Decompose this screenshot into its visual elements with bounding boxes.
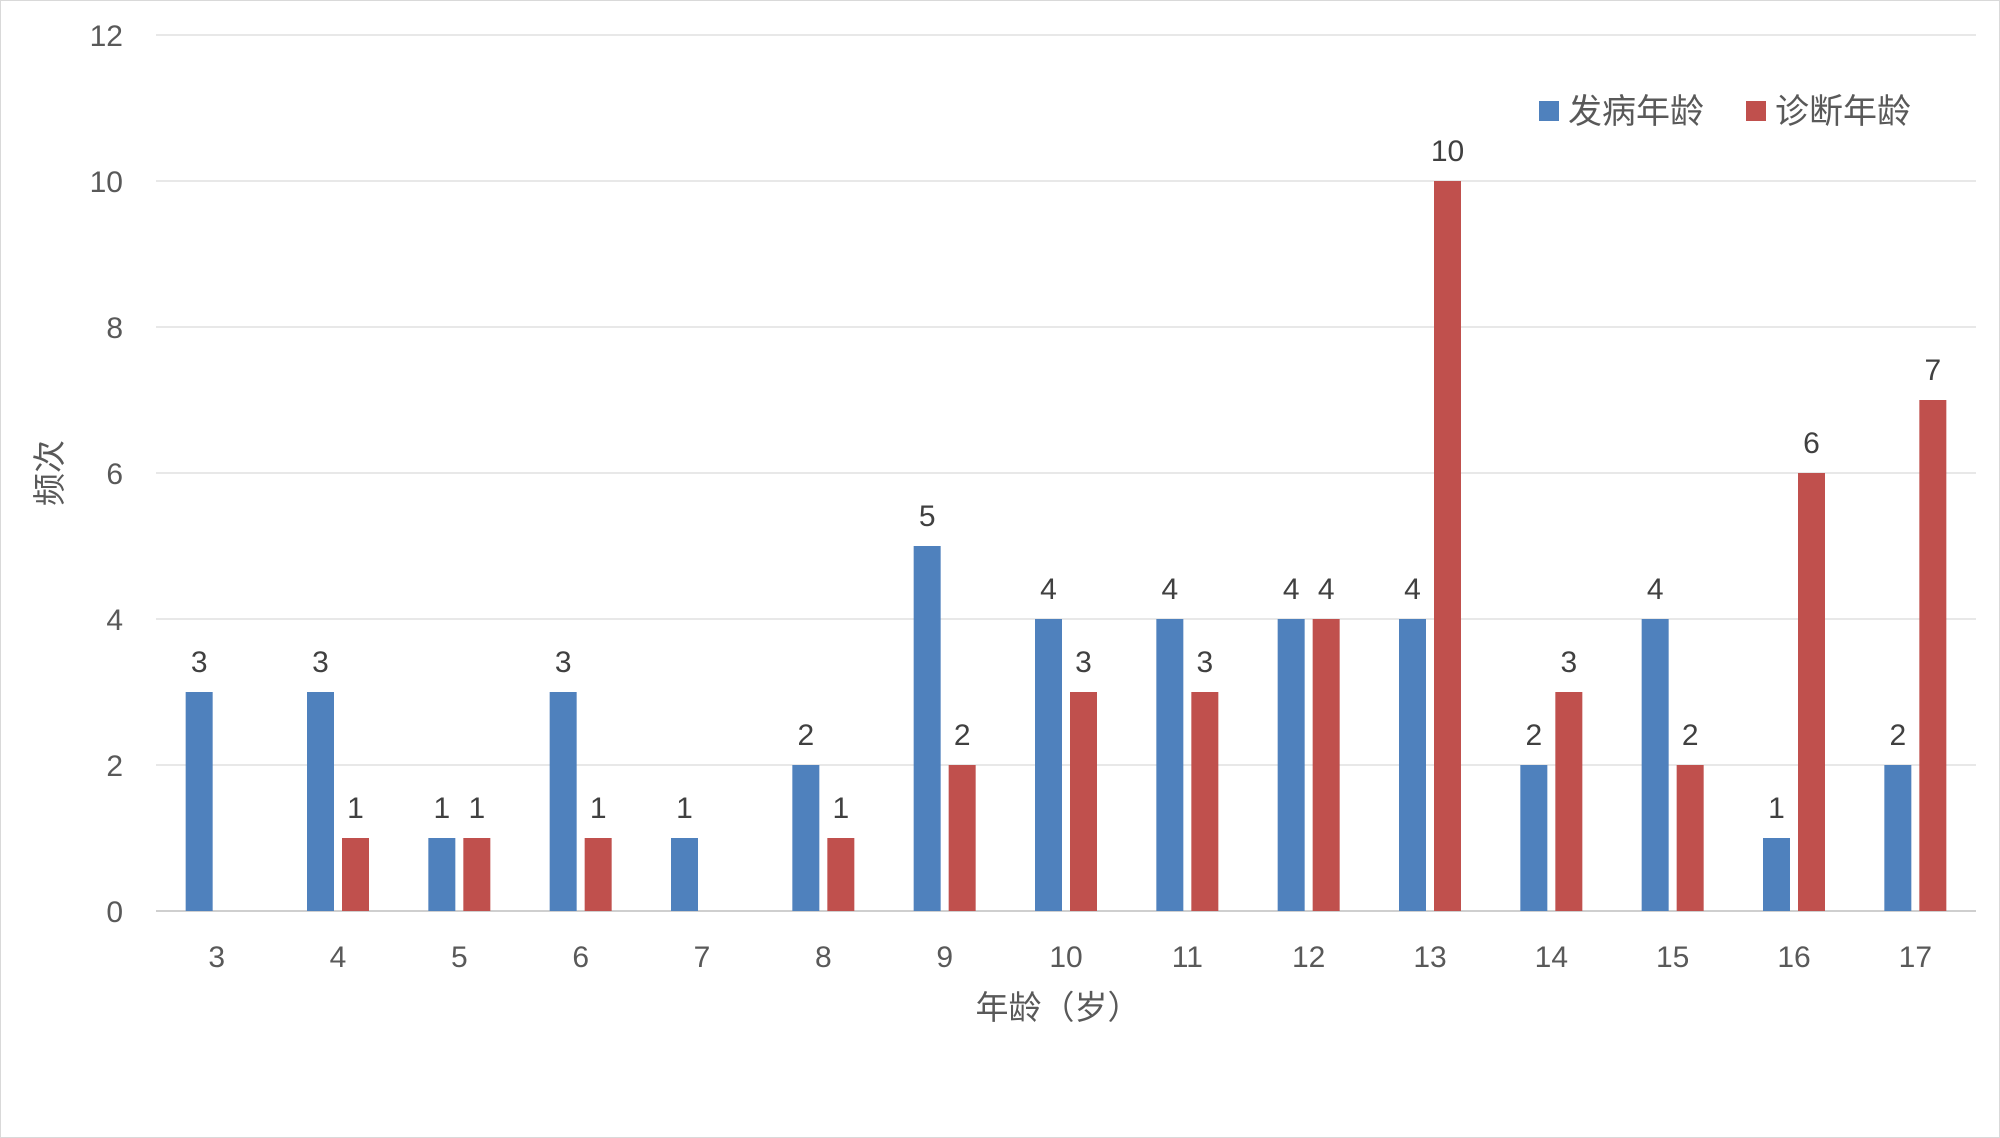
y-tick-label: 8 bbox=[106, 312, 123, 345]
y-axis-title: 频次 bbox=[30, 440, 69, 506]
data-label-onset: 4 bbox=[1404, 573, 1421, 606]
x-tick-label: 10 bbox=[1049, 941, 1082, 974]
data-label-onset: 4 bbox=[1647, 573, 1664, 606]
bar-diagnosis bbox=[342, 838, 369, 911]
legend: 发病年龄 诊断年龄 bbox=[1539, 92, 1911, 132]
y-tick-label: 12 bbox=[90, 20, 123, 53]
bar-diagnosis bbox=[1312, 619, 1340, 911]
bar-onset bbox=[1277, 619, 1305, 911]
data-label-onset: 1 bbox=[676, 792, 693, 825]
y-tick-label: 2 bbox=[106, 750, 123, 783]
bar-diagnosis bbox=[1798, 473, 1825, 911]
bar-diagnosis bbox=[1070, 692, 1097, 911]
bar-onset bbox=[307, 692, 334, 911]
x-tick-label: 9 bbox=[936, 941, 953, 974]
legend-item-onset: 发病年龄 bbox=[1539, 92, 1704, 132]
data-label-diagnosis: 1 bbox=[347, 792, 364, 825]
data-label-diagnosis: 1 bbox=[590, 792, 607, 825]
data-label-onset: 5 bbox=[919, 500, 936, 533]
data-label-diagnosis: 10 bbox=[1431, 135, 1464, 168]
legend-swatch-onset bbox=[1539, 101, 1559, 121]
data-label-onset: 2 bbox=[1525, 719, 1542, 752]
data-label-diagnosis: 4 bbox=[1318, 573, 1335, 606]
data-label-diagnosis: 2 bbox=[1682, 719, 1699, 752]
x-tick-label: 4 bbox=[330, 941, 347, 974]
data-label-diagnosis: 2 bbox=[954, 719, 971, 752]
x-tick-label: 14 bbox=[1535, 941, 1568, 974]
data-label-onset: 2 bbox=[1889, 719, 1906, 752]
x-tick-label: 12 bbox=[1292, 941, 1325, 974]
bar-diagnosis bbox=[584, 838, 612, 911]
data-label-onset: 4 bbox=[1040, 573, 1057, 606]
x-tick-label: 15 bbox=[1656, 941, 1689, 974]
bar-onset bbox=[1641, 619, 1669, 911]
x-tick-label: 6 bbox=[572, 941, 589, 974]
bar-diagnosis bbox=[463, 838, 491, 911]
data-label-onset: 3 bbox=[191, 646, 208, 679]
bar-onset bbox=[1399, 619, 1426, 911]
bar-onset bbox=[913, 546, 941, 911]
x-tick-label: 3 bbox=[208, 941, 225, 974]
gridlines bbox=[156, 34, 1976, 912]
data-label-diagnosis: 1 bbox=[468, 792, 485, 825]
x-tick-label: 17 bbox=[1899, 941, 1932, 974]
data-label-diagnosis: 6 bbox=[1803, 427, 1820, 460]
bar-onset bbox=[1035, 619, 1062, 911]
bar-onset bbox=[1520, 765, 1548, 911]
x-tick-label: 5 bbox=[451, 941, 468, 974]
data-label-diagnosis: 7 bbox=[1924, 354, 1941, 387]
bar-onset bbox=[549, 692, 577, 911]
data-label-onset: 3 bbox=[312, 646, 329, 679]
bar-diagnosis bbox=[1676, 765, 1704, 911]
bar-onset bbox=[671, 838, 698, 911]
bar-diagnosis bbox=[1555, 692, 1583, 911]
data-label-diagnosis: 3 bbox=[1075, 646, 1092, 679]
data-label-onset: 2 bbox=[797, 719, 814, 752]
y-tick-label: 0 bbox=[106, 896, 123, 929]
x-tick-label: 7 bbox=[694, 941, 711, 974]
y-tick-label: 6 bbox=[106, 458, 123, 491]
bar-onset bbox=[428, 838, 456, 911]
bar-onset bbox=[1884, 765, 1912, 911]
y-tick-label: 4 bbox=[106, 604, 123, 637]
bar-onset bbox=[1763, 838, 1790, 911]
data-label-diagnosis: 3 bbox=[1196, 646, 1213, 679]
legend-swatch-diagnosis bbox=[1746, 101, 1766, 121]
bar-diagnosis bbox=[827, 838, 855, 911]
bar-diagnosis bbox=[1919, 400, 1947, 911]
x-axis-title: 年龄（岁） bbox=[976, 988, 1141, 1027]
x-tick-label: 8 bbox=[815, 941, 832, 974]
data-label-onset: 4 bbox=[1283, 573, 1300, 606]
data-label-onset: 1 bbox=[1768, 792, 1785, 825]
bar-onset bbox=[1156, 619, 1184, 911]
legend-label-diagnosis: 诊断年龄 bbox=[1775, 92, 1911, 132]
legend-label-onset: 发病年龄 bbox=[1568, 92, 1704, 132]
x-axis-ticks: 3 4 5 6 7 8 9 10 11 12 13 14 15 16 17 bbox=[208, 941, 1932, 974]
data-label-onset: 4 bbox=[1161, 573, 1178, 606]
bar-onset bbox=[185, 692, 213, 911]
bar-diagnosis bbox=[948, 765, 976, 911]
data-label-onset: 1 bbox=[433, 792, 450, 825]
x-tick-label: 11 bbox=[1172, 941, 1203, 974]
data-label-diagnosis: 1 bbox=[832, 792, 849, 825]
y-tick-label: 10 bbox=[90, 166, 123, 199]
data-label-diagnosis: 3 bbox=[1560, 646, 1577, 679]
x-tick-label: 16 bbox=[1777, 941, 1810, 974]
bars bbox=[185, 181, 1947, 911]
bar-diagnosis bbox=[1434, 181, 1461, 911]
legend-item-diagnosis: 诊断年龄 bbox=[1746, 92, 1911, 132]
bar-onset bbox=[792, 765, 820, 911]
data-label-onset: 3 bbox=[555, 646, 572, 679]
y-axis-ticks: 0 2 4 6 8 10 12 bbox=[90, 20, 123, 929]
bar-diagnosis bbox=[1191, 692, 1219, 911]
x-tick-label: 13 bbox=[1413, 941, 1446, 974]
